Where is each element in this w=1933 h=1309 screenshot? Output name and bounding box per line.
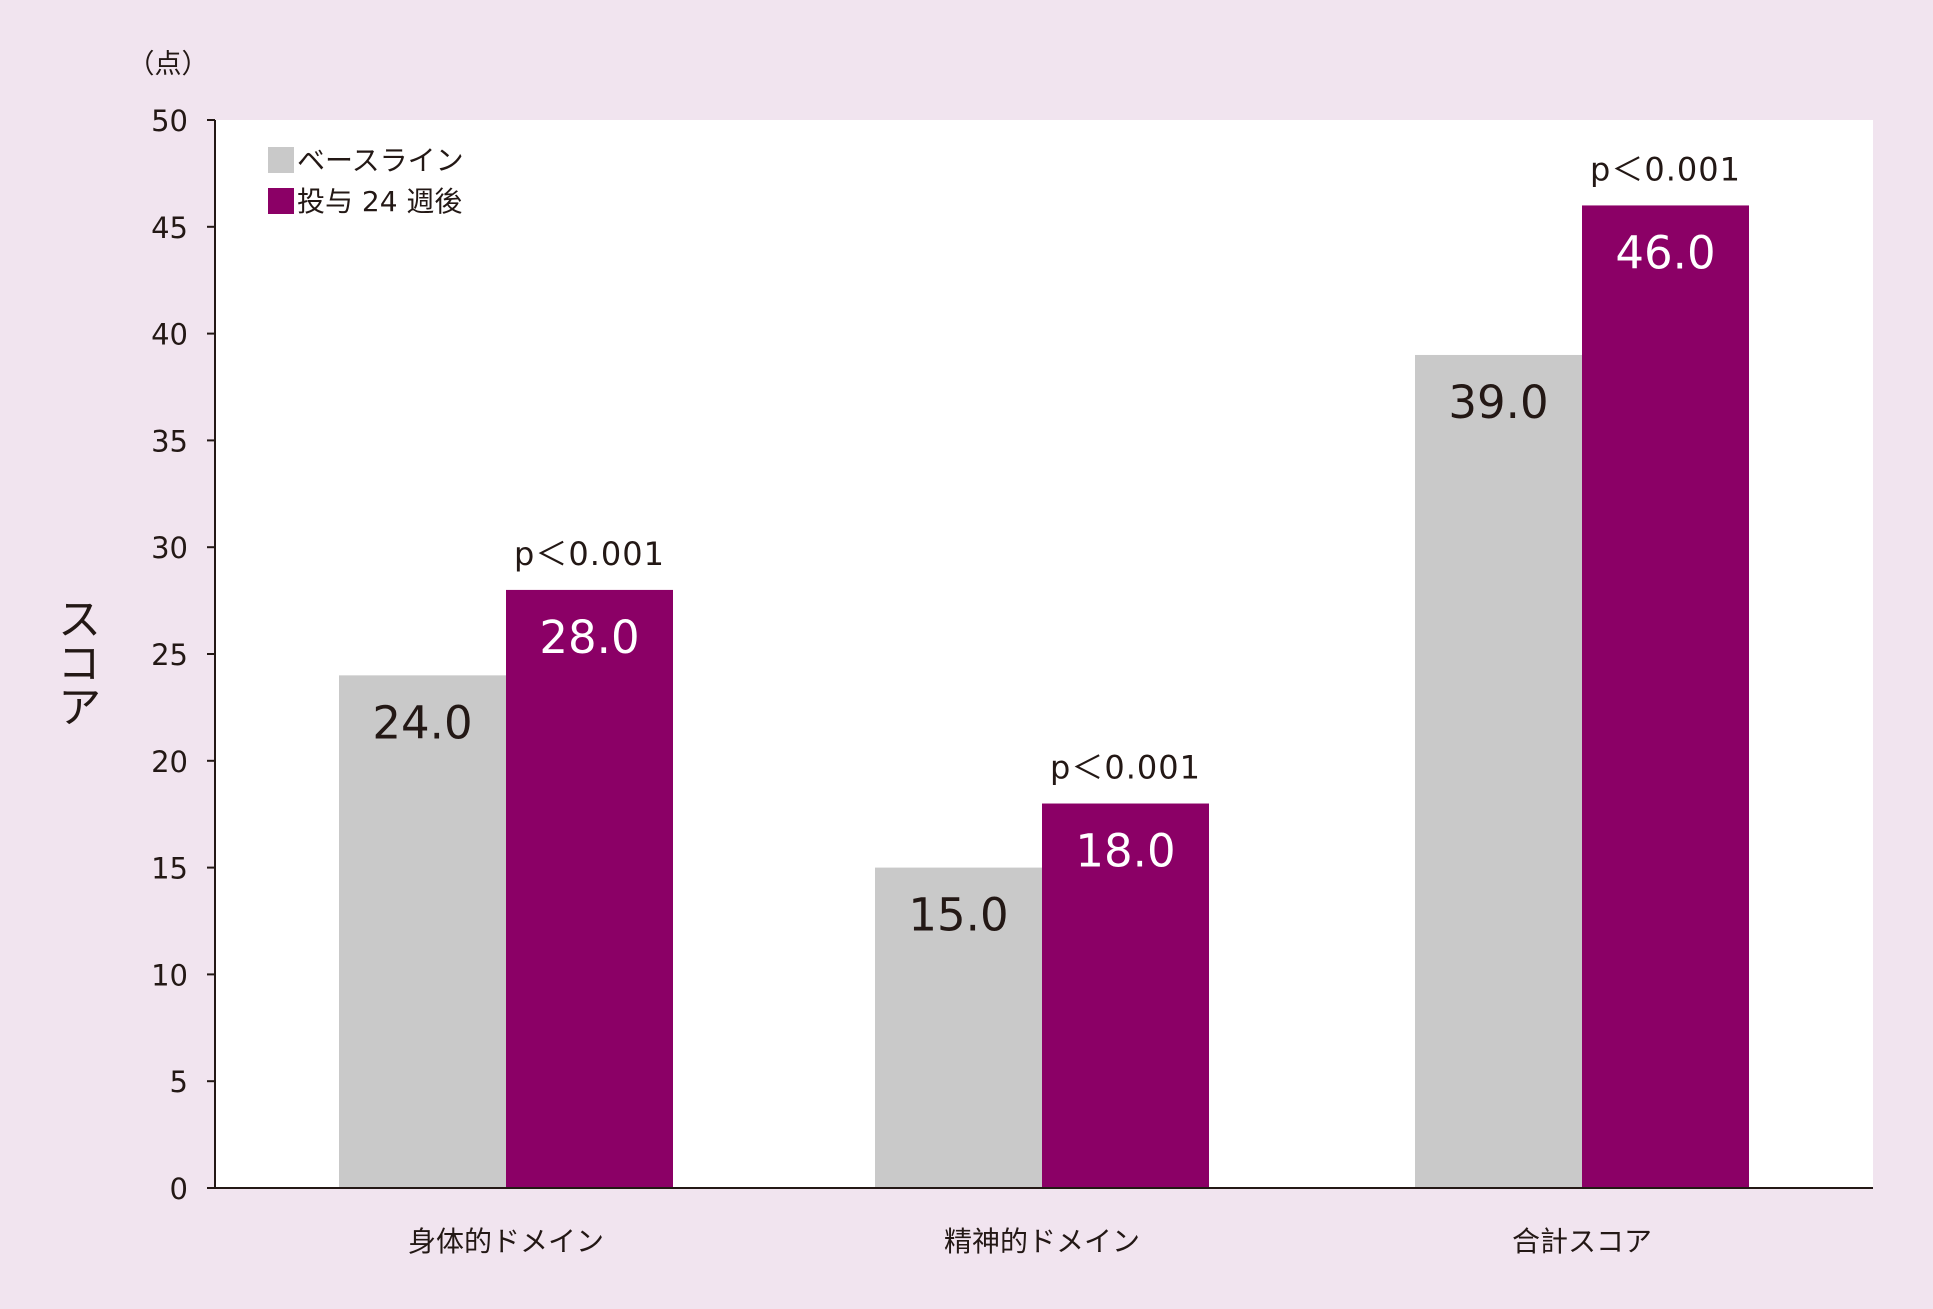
legend-swatch-week24 [268,188,294,214]
x-category-label: 身体的ドメイン [408,1225,604,1258]
x-category-label: 精神的ドメイン [944,1225,1140,1258]
y-tick-label: 50 [151,104,188,138]
labels-group: 24.0 28.0 p＜0.001 身体的ドメイン 15.0 18.0 p＜0.001 精神的… [372,150,1741,1258]
bar-week24-1 [1042,803,1209,1188]
y-tick-label: 45 [151,211,188,245]
bar-baseline-2 [1415,354,1582,1189]
bar-week24-0 [506,589,673,1188]
y-tick-label: 25 [151,638,188,672]
p-value-annotation: p＜0.001 [514,535,665,573]
legend-swatch-baseline [268,147,294,173]
legend-label-baseline: ベースライン [297,144,464,177]
y-tick-label: 10 [151,958,188,992]
p-value-annotation: p＜0.001 [1590,150,1741,188]
bar-value-label: 28.0 [539,611,639,664]
y-tick-label: 15 [151,852,188,886]
legend: ベースライン 投与 24 週後 [268,144,464,218]
p-value-annotation: p＜0.001 [1050,749,1201,787]
bars-group [339,205,1749,1189]
y-tick-label: 5 [170,1065,188,1099]
bar-value-label: 18.0 [1075,825,1175,878]
y-axis-title: スコア [50,596,101,728]
y-tick-label: 40 [151,318,188,352]
y-tick-label: 35 [151,424,188,458]
y-tick-label: 30 [151,531,188,565]
bar-value-label: 46.0 [1615,226,1715,279]
x-category-label: 合計スコア [1512,1225,1652,1258]
y-tick-label: 20 [151,745,188,779]
bar-baseline-1 [875,867,1042,1188]
axes-group: 0 5 10 15 20 25 30 35 40 45 50 [151,104,1873,1206]
bar-value-label: 15.0 [908,889,1008,942]
bar-week24-2 [1582,205,1749,1188]
y-tick-label: 0 [170,1172,188,1206]
legend-label-week24: 投与 24 週後 [297,185,462,218]
bar-value-label: 39.0 [1448,376,1548,429]
bar-baseline-0 [339,675,506,1188]
y-unit-label: （点） [128,49,209,80]
bar-value-label: 24.0 [372,696,472,749]
